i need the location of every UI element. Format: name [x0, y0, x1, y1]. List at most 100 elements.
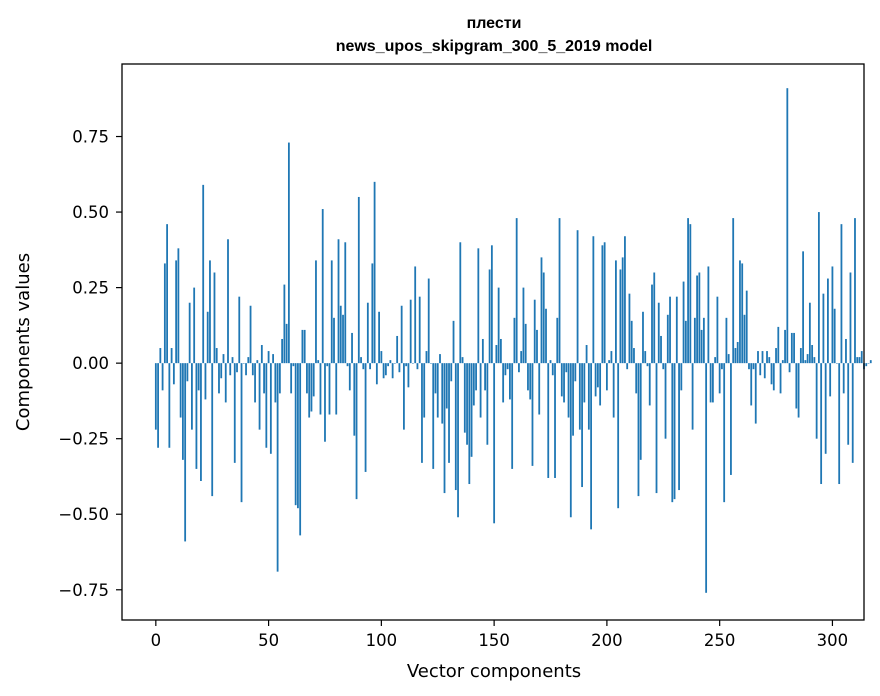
bar	[346, 363, 349, 367]
bar	[860, 351, 863, 364]
chart-title: плести	[467, 15, 522, 32]
bar	[369, 363, 371, 370]
bar	[660, 335, 662, 364]
bar	[709, 363, 712, 403]
bar	[567, 363, 570, 418]
bar	[772, 363, 775, 391]
bar	[529, 363, 532, 400]
bar	[461, 357, 464, 364]
bar	[554, 363, 556, 478]
bar	[790, 332, 793, 364]
bar	[479, 363, 482, 418]
x-tick-label: 200	[591, 631, 623, 650]
bar	[391, 363, 394, 379]
bar	[220, 363, 223, 379]
bar	[166, 224, 168, 364]
bar	[238, 296, 241, 364]
bar	[181, 363, 184, 460]
bar	[380, 351, 383, 364]
bar	[463, 363, 466, 433]
bar	[267, 351, 270, 364]
bar	[157, 363, 159, 448]
bar	[664, 363, 667, 439]
bar	[265, 363, 268, 448]
bar	[177, 248, 180, 364]
bar	[215, 348, 218, 364]
bar	[371, 263, 374, 364]
bar	[211, 363, 214, 497]
bar	[351, 332, 353, 364]
bar	[439, 354, 441, 364]
bar	[651, 284, 653, 364]
bar	[545, 308, 547, 364]
bar	[687, 218, 689, 364]
bar	[732, 218, 735, 364]
bar	[619, 269, 622, 364]
bar	[312, 363, 315, 397]
bar	[490, 245, 493, 364]
bar	[682, 281, 685, 364]
y-tick-label: −0.75	[58, 581, 109, 600]
bar	[306, 363, 308, 394]
bar	[838, 363, 841, 485]
bar	[459, 242, 462, 364]
bar	[457, 363, 459, 518]
bar	[384, 363, 387, 376]
bar	[730, 363, 732, 475]
bar	[256, 360, 259, 364]
bar	[335, 363, 338, 415]
bar	[673, 363, 676, 500]
bar	[342, 314, 344, 364]
bar	[761, 351, 764, 364]
bar	[817, 212, 820, 364]
bar	[815, 363, 818, 439]
bar	[635, 363, 638, 394]
bar	[592, 236, 595, 364]
bar	[357, 196, 360, 364]
x-tick-label: 50	[258, 631, 279, 650]
bar	[290, 363, 293, 394]
bar	[770, 363, 773, 385]
bar	[669, 296, 671, 364]
bar	[775, 348, 777, 364]
bar	[511, 363, 514, 469]
bar	[506, 363, 509, 370]
bar	[836, 363, 838, 364]
bar	[743, 314, 746, 364]
bar	[520, 351, 523, 364]
bar	[247, 357, 250, 364]
bar	[493, 363, 496, 524]
bar	[481, 338, 484, 364]
bar	[468, 363, 471, 485]
bar	[847, 363, 850, 445]
bar	[655, 363, 658, 494]
bar	[621, 257, 624, 364]
bar	[443, 363, 446, 494]
bar	[454, 363, 457, 491]
bar	[565, 363, 568, 373]
x-tick-label: 250	[704, 631, 736, 650]
bar	[644, 351, 647, 364]
bar	[432, 363, 435, 469]
bar	[423, 363, 426, 418]
bar	[533, 299, 536, 364]
bar	[594, 363, 597, 397]
bar	[754, 363, 757, 424]
bar	[387, 363, 390, 367]
bar	[393, 363, 396, 364]
bar	[617, 363, 620, 509]
bar	[405, 363, 408, 367]
bar	[869, 360, 872, 364]
bar	[326, 363, 329, 367]
bar	[254, 363, 256, 403]
y-tick-label: 0.25	[72, 279, 109, 298]
bar	[725, 317, 728, 364]
bar	[418, 296, 421, 364]
bar	[222, 354, 225, 364]
bar	[691, 363, 694, 430]
bar	[310, 363, 313, 412]
bar	[414, 266, 417, 364]
bar	[294, 363, 297, 506]
bar	[608, 360, 611, 364]
